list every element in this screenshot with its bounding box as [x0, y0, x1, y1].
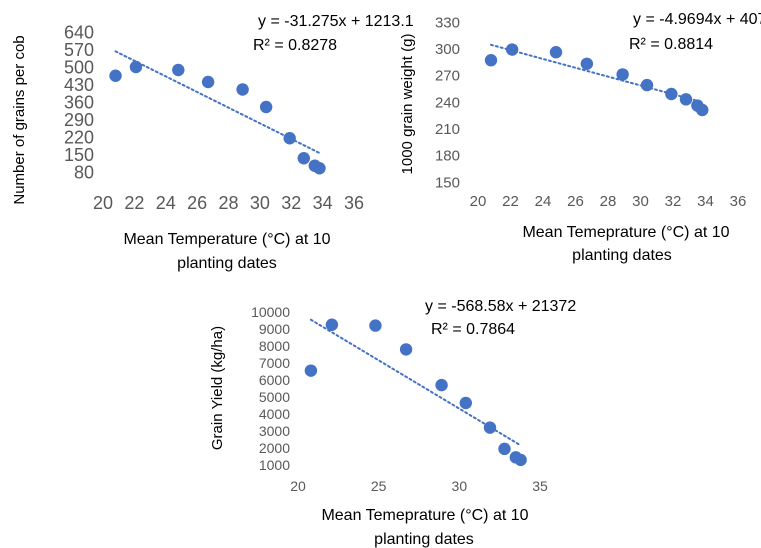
y-axis-label: Number of grains per cob	[11, 35, 28, 204]
data-point	[640, 78, 654, 92]
y-tick-label: 7000	[259, 355, 290, 371]
grain-weight-chart: 150 180 210 240 270 300 330 20 22 24 26 28 30 32 34 36 y…	[399, 11, 761, 264]
data-point	[616, 68, 629, 81]
y-tick-label: 150	[64, 145, 94, 165]
data-point	[236, 83, 249, 96]
data-point	[435, 378, 448, 392]
x-tick-label: 30	[632, 193, 649, 210]
data-point	[514, 453, 527, 467]
x-axis-label-line: Mean Temeprature (°C) at 10	[321, 507, 528, 524]
data-point	[549, 46, 563, 59]
y-tick-label: 270	[435, 68, 460, 85]
y-tick-label: 2000	[259, 440, 290, 456]
y-tick-label: 360	[64, 92, 94, 112]
x-tick-label: 25	[371, 478, 387, 494]
data-point	[459, 396, 472, 410]
data-point	[201, 75, 215, 89]
x-tick-label: 20	[93, 193, 113, 213]
x-tick-label: 30	[452, 478, 468, 494]
r-squared-label: R² = 0.8814	[629, 36, 713, 53]
y-tick-label: 180	[435, 148, 460, 165]
trendline-equation: y = -4.9694x + 407.72	[633, 11, 761, 28]
x-tick-label: 24	[535, 193, 552, 210]
x-tick-label: 28	[218, 193, 238, 213]
x-tick-label: 36	[344, 193, 364, 213]
x-axis-label-line: Mean Temeprature (°C) at 10	[522, 224, 729, 241]
x-tick-label: 20	[470, 193, 487, 210]
x-tick-label: 20	[290, 478, 306, 494]
y-tick-label: 150	[435, 174, 460, 191]
y-tick-label: 4000	[259, 406, 290, 422]
data-point	[483, 421, 497, 434]
y-tick-label: 10000	[251, 304, 290, 320]
r-squared-label: R² = 0.8278	[253, 37, 337, 54]
data-point	[259, 100, 273, 114]
x-axis-label-line: planting dates	[177, 255, 277, 272]
y-tick-label: 5000	[259, 389, 290, 405]
x-tick-label: 22	[502, 193, 519, 210]
r-squared-label: R² = 0.7864	[431, 321, 515, 338]
data-point	[369, 319, 382, 332]
x-tick-label: 24	[156, 193, 176, 213]
x-tick-label: 32	[665, 193, 682, 210]
x-axis-label-line: planting dates	[572, 247, 672, 264]
x-tick-label: 22	[124, 193, 144, 213]
y-tick-label: 570	[64, 40, 94, 60]
data-point	[696, 103, 709, 117]
y-tick-label: 240	[435, 94, 460, 111]
x-tick-label: 26	[567, 193, 584, 210]
y-tick-label: 1000	[259, 457, 290, 473]
y-tick-label: 9000	[259, 321, 290, 337]
data-point	[304, 364, 318, 377]
trendline-equation: y = -31.275x + 1213.1	[258, 13, 414, 30]
trendline	[309, 318, 522, 447]
y-tick-label: 8000	[259, 338, 290, 354]
data-point	[297, 152, 310, 165]
y-axis-label: Grain Yield (kg/ha)	[209, 326, 226, 450]
data-point	[505, 43, 519, 56]
y-tick-label: 500	[64, 57, 94, 77]
y-tick-label: 6000	[259, 372, 290, 388]
grain-yield-chart: 1000200030004000500060007000800090001000…	[209, 298, 576, 548]
y-tick-label: 3000	[259, 423, 290, 439]
y-tick-label: 430	[64, 75, 94, 95]
data-point	[484, 54, 498, 67]
trendline-equation: y = -568.58x + 21372	[425, 298, 576, 315]
y-tick-label: 220	[64, 127, 94, 147]
x-tick-label: 35	[532, 478, 548, 494]
data-point	[172, 63, 185, 77]
x-axis-label-line: planting dates	[374, 531, 474, 548]
x-tick-label: 32	[281, 193, 301, 213]
data-point	[580, 57, 594, 70]
x-tick-label: 34	[697, 193, 714, 210]
x-tick-label: 28	[600, 193, 617, 210]
y-tick-label: 640	[64, 22, 94, 42]
data-point	[665, 87, 678, 101]
y-tick-label: 290	[64, 110, 94, 130]
y-tick-label: 210	[435, 121, 460, 138]
x-tick-label: 30	[250, 193, 270, 213]
y-axis-label: 1000 grain weight (g)	[399, 34, 416, 175]
x-axis-label-line: Mean Temperature (°C) at 10	[123, 231, 330, 248]
x-tick-label: 34	[313, 193, 333, 213]
data-point	[313, 162, 326, 175]
y-tick-label: 80	[74, 162, 94, 182]
data-point	[399, 343, 413, 356]
x-tick-label: 26	[187, 193, 207, 213]
x-tick-label: 36	[730, 193, 747, 210]
data-point	[498, 442, 511, 456]
data-point	[129, 60, 143, 74]
data-point	[283, 132, 296, 145]
y-tick-label: 330	[435, 14, 460, 31]
data-point	[325, 318, 339, 331]
data-point	[109, 69, 122, 82]
data-point	[679, 93, 693, 106]
y-tick-label: 300	[435, 41, 460, 58]
